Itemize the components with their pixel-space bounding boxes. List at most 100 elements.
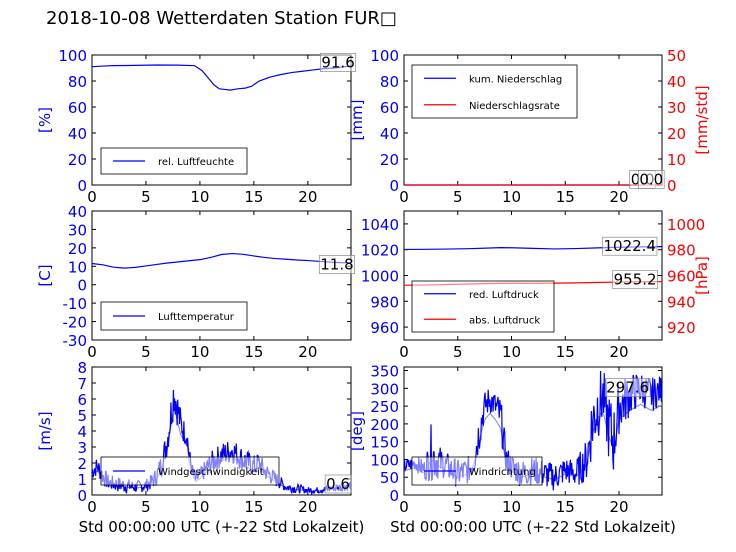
precip-xtick-label: 10: [502, 188, 521, 206]
temperature-ytick-label: 0: [77, 277, 87, 295]
wind_direction-ytick-label: 150: [370, 434, 399, 452]
wind_direction-xtick-label: 20: [609, 498, 628, 516]
wind_direction-ylabel: [deg]: [348, 411, 366, 451]
humidity-ytick-label: 20: [68, 151, 87, 169]
wind_speed-ytick-label: 1: [77, 471, 87, 489]
temperature-ytick-label: 30: [68, 221, 87, 239]
temperature-value-annotation-box: [318, 255, 355, 274]
temperature-ytick-label: 20: [68, 240, 87, 258]
temperature-series-0: [91, 252, 352, 269]
precip-xtick-label: 20: [609, 188, 628, 206]
wind_direction-xtick-label: 15: [556, 498, 575, 516]
precip-legend-label: kum. Niederschlag: [469, 74, 562, 85]
wind_speed-xtick-label: 0: [87, 498, 97, 516]
humidity-xtick-label: 0: [87, 188, 97, 206]
precip-ytick2-label: 10: [667, 151, 686, 169]
pressure-ytick-label: 960: [370, 319, 399, 337]
wind_direction-xtick-label: 0: [399, 498, 409, 516]
precip-ytick2-label: 50: [667, 47, 686, 65]
wind_speed-xtick-label: 5: [141, 498, 151, 516]
pressure-xtick-label: 0: [399, 343, 409, 361]
temperature-value-annotation: 11.8: [320, 256, 353, 274]
pressure-ytick-label: 1020: [361, 242, 399, 260]
wind_direction-ytick-label: 350: [370, 363, 399, 381]
wind_speed-value-annotation: 0.6: [326, 475, 350, 493]
wind_speed-ytick-label: 0: [77, 487, 87, 505]
temperature-ytick-label: -10: [63, 295, 88, 313]
temperature-xtick-label: 0: [87, 343, 97, 361]
pressure-legend-label: red. Luftdruck: [469, 290, 539, 301]
temperature-ylabel: [C]: [36, 264, 54, 286]
precip-ytick-label: 60: [380, 99, 399, 117]
precip-ytick2-label: 20: [667, 125, 686, 143]
pressure-legend-label: abs. Luftdruck: [469, 315, 540, 326]
humidity-value-annotation-box: [320, 53, 357, 72]
wind_speed-ytick-label: 3: [77, 439, 87, 457]
precip-ytick-label: 20: [380, 151, 399, 169]
precip-legend-label: Niederschlagsrate: [469, 101, 560, 112]
pressure-xtick-label: 10: [502, 343, 521, 361]
wind_speed-xtick-label: 10: [190, 498, 209, 516]
precip-ytick2-label: 0: [667, 177, 677, 195]
pressure-value-annotation-box: [602, 236, 658, 256]
humidity-ylabel: [%]: [36, 107, 54, 133]
wind_direction-xlabel: Std 00:00:00 UTC (+-22 Std Lokalzeit): [390, 518, 676, 536]
temperature-xtick-label: 10: [190, 343, 209, 361]
wind_speed-legend-box: [100, 456, 280, 486]
temperature-ytick-label: -30: [63, 332, 88, 350]
precip-xtick-label: 15: [556, 188, 575, 206]
pressure-xtick-label: 5: [453, 343, 463, 361]
temperature-xtick-label: 20: [298, 343, 317, 361]
pressure-value-annotation: 955.2: [614, 271, 657, 289]
precip-value-annotation-box: [638, 170, 665, 189]
humidity-legend-label: rel. Luftfeuchte: [158, 157, 234, 168]
precip-ylabel: [mm]: [348, 100, 366, 141]
precip-xtick-label: 0: [399, 188, 409, 206]
temperature-xtick-label: 5: [141, 343, 151, 361]
precip-legend-box: [411, 64, 578, 119]
wind_speed-ylabel: [m/s]: [36, 411, 54, 450]
pressure-legend-box: [411, 280, 555, 333]
wind_direction-ytick-label: 250: [370, 398, 399, 416]
humidity-ytick-label: 0: [77, 177, 87, 195]
humidity-xtick-label: 15: [244, 188, 263, 206]
wind_direction-ytick-label: 300: [370, 380, 399, 398]
temperature-ytick-label: 10: [68, 258, 87, 276]
temperature-ytick-label: 40: [68, 203, 87, 221]
pressure-ytick-label: 980: [370, 293, 399, 311]
pressure-ytick2-label: 940: [667, 293, 696, 311]
temperature-legend-label: Lufttemperatur: [158, 312, 235, 323]
wind_speed-ytick-label: 4: [77, 423, 87, 441]
pressure-value-annotation-box: [612, 270, 658, 290]
temperature-ytick-label: -20: [63, 314, 88, 332]
humidity-ytick-label: 40: [68, 125, 87, 143]
wind_direction-xtick-label: 10: [502, 498, 521, 516]
wind_speed-ytick-label: 7: [77, 375, 87, 393]
humidity-xtick-label: 20: [298, 188, 317, 206]
precip-value-annotation: 0.0: [639, 171, 663, 189]
wind_speed-ytick-label: 6: [77, 391, 87, 409]
wind_direction-value-annotation: 297.6: [606, 379, 649, 397]
pressure-ytick2-label: 920: [667, 319, 696, 337]
wind_direction-ytick-label: 100: [370, 451, 399, 469]
precip-ytick-label: 80: [380, 73, 399, 91]
humidity-xtick-label: 5: [141, 188, 151, 206]
wind_direction-legend-label: Windrichtung: [469, 467, 536, 478]
wind_speed-xtick-label: 20: [298, 498, 317, 516]
wind_direction-xtick-label: 5: [453, 498, 463, 516]
precip-ytick-label: 40: [380, 125, 399, 143]
humidity-xtick-label: 10: [190, 188, 209, 206]
pressure-ytick2-label: 960: [667, 268, 696, 286]
wind_speed-ytick-label: 8: [77, 359, 87, 377]
humidity-ytick-label: 60: [68, 99, 87, 117]
humidity-ytick-label: 80: [68, 73, 87, 91]
humidity-value-annotation: 91.6: [321, 54, 354, 72]
wind_speed-xlabel: Std 00:00:00 UTC (+-22 Std Lokalzeit): [79, 518, 365, 536]
pressure-xtick-label: 15: [556, 343, 575, 361]
precip-ytick-label: 100: [370, 47, 399, 65]
precip-ytick2-label: 30: [667, 99, 686, 117]
pressure-value-annotation: 1022.4: [604, 237, 657, 255]
precip-ylabel2: [mm/std]: [693, 85, 711, 154]
wind_direction-value-annotation-box: [604, 378, 651, 397]
